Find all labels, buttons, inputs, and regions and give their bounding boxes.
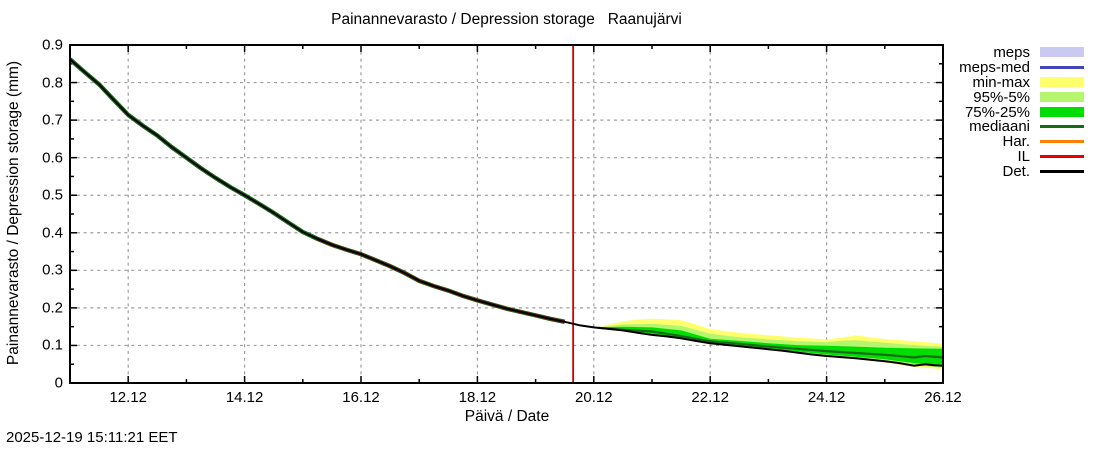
legend-label: Har. (1002, 133, 1030, 151)
legend-swatch-line (1040, 155, 1084, 159)
y-tick-label: 0.7 (42, 111, 63, 129)
x-tick-label: 22.12 (691, 389, 729, 406)
y-tick-label: 0.9 (42, 36, 63, 54)
x-axis-label: Päivä / Date (464, 408, 550, 425)
legend-item: meps-med (959, 60, 1084, 75)
y-tick-label: 0.5 (42, 186, 63, 204)
legend-swatch-band (1040, 92, 1084, 103)
legend-swatch-line (1040, 65, 1084, 69)
y-tick-label: 0.4 (42, 224, 63, 242)
x-tick-label: 18.12 (458, 389, 497, 406)
legend-item: meps (959, 45, 1084, 60)
y-tick-label: 0.2 (42, 299, 63, 317)
x-tick-label: 14.12 (225, 389, 264, 406)
y-tick-label: 0.6 (42, 149, 63, 167)
legend-swatch-band (1040, 47, 1084, 58)
legend-label: min-max (972, 73, 1030, 91)
mediaani-history-line (68, 57, 566, 324)
legend-label: meps (993, 43, 1030, 61)
legend-item: mediaani (959, 119, 1084, 134)
legend-item: Har. (959, 134, 1084, 149)
legend-swatch-band (1040, 77, 1084, 88)
render-timestamp: 2025-12-19 15:11:21 EET (6, 429, 178, 446)
y-tick-label: 0.1 (42, 336, 63, 354)
legend-label: 75%-25% (964, 103, 1030, 121)
y-tick-label: 0 (54, 374, 63, 392)
legend-item: 75%-25% (959, 105, 1084, 120)
chart-title: Painannevarasto / Depression storage Raa… (331, 11, 682, 28)
legend: meps meps-med min-max 95%-5% 75%-25% mediaani… (959, 45, 1084, 179)
legend-label: meps-med (959, 58, 1030, 76)
y-tick-label: 0.3 (42, 261, 63, 279)
legend-label: Det. (1002, 163, 1030, 181)
x-tick-label: 26.12 (924, 389, 962, 406)
x-tick-label: 16.12 (342, 389, 380, 406)
legend-item: min-max (959, 75, 1084, 90)
legend-item: 95%-5% (959, 90, 1084, 105)
plot-border (69, 44, 944, 384)
x-tick-label: 20.12 (575, 389, 613, 406)
mediaani-line (598, 326, 944, 359)
legend-label: IL (1017, 148, 1030, 166)
legend-item: IL (959, 149, 1084, 164)
x-tick-label: 12.12 (109, 389, 147, 406)
legend-swatch-band (1040, 107, 1084, 117)
x-tick-label: 24.12 (807, 389, 846, 406)
legend-swatch-line (1040, 170, 1084, 174)
y-tick-label: 0.8 (42, 74, 63, 92)
y-axis-label: Painannevarasto / Depression storage (mm… (5, 60, 22, 366)
legend-swatch-line (1040, 125, 1084, 129)
legend-item: Det. (959, 164, 1084, 179)
legend-label: mediaani (969, 118, 1030, 136)
det-line (69, 58, 944, 367)
legend-label: 95%-5% (973, 88, 1030, 106)
legend-swatch-line (1040, 140, 1084, 144)
